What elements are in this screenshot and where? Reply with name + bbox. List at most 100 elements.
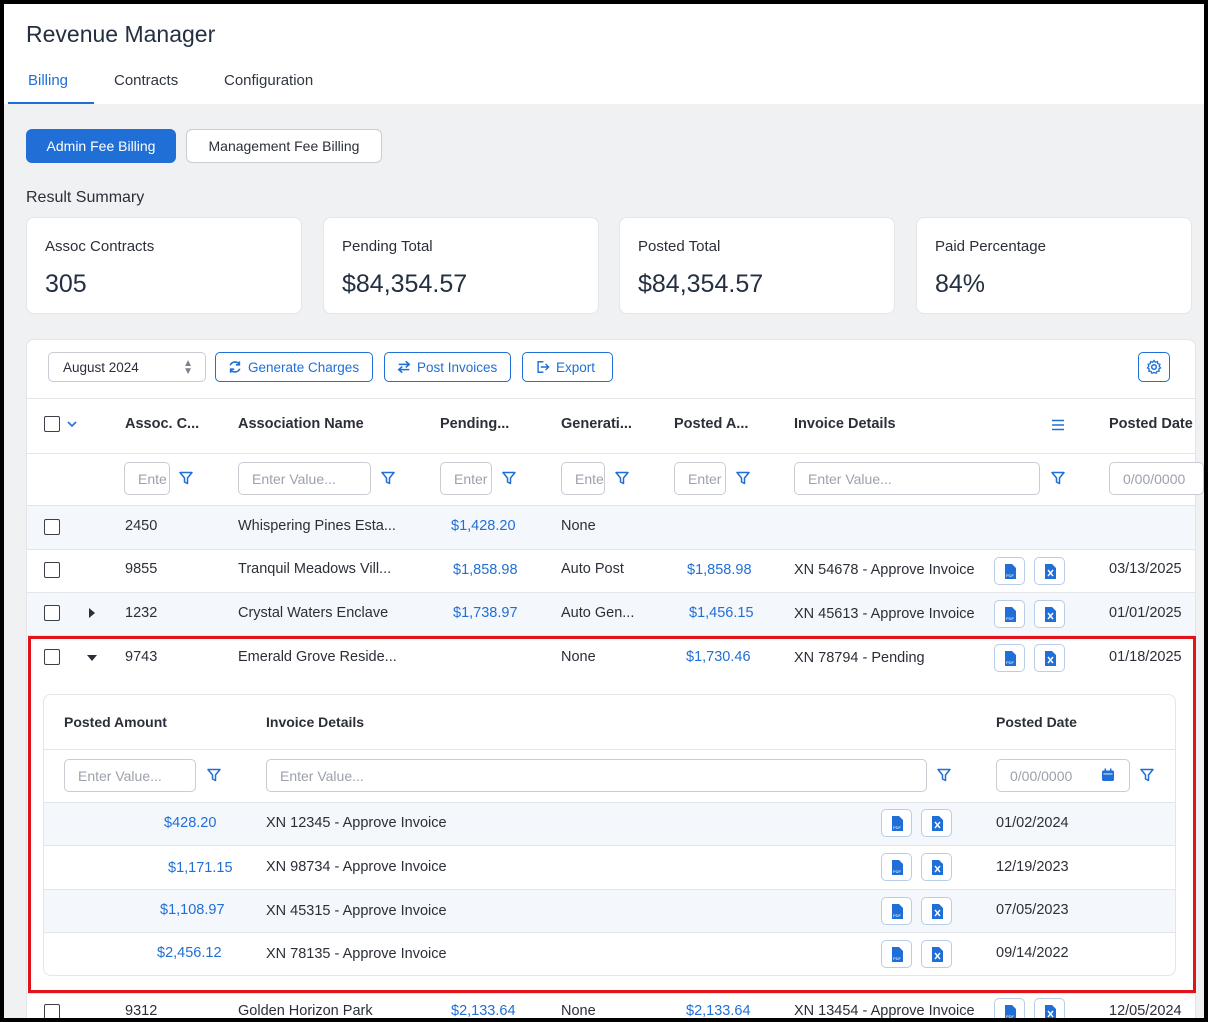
excel-button[interactable]	[1034, 600, 1065, 628]
posted-amount-link[interactable]: $2,133.64	[686, 1003, 751, 1018]
pdf-button[interactable]: PDF	[881, 940, 912, 968]
tab-billing[interactable]: Billing	[28, 72, 69, 89]
excel-button[interactable]	[921, 853, 952, 881]
select-all-checkbox[interactable]	[44, 416, 60, 432]
filter-icon[interactable]	[735, 470, 751, 486]
menu-icon[interactable]	[1050, 417, 1066, 433]
column-header-generation[interactable]: Generati...	[561, 416, 632, 432]
assoc-code-cell: 2450	[125, 518, 158, 534]
svg-text:PDF: PDF	[893, 825, 902, 830]
management-fee-billing-button[interactable]: Management Fee Billing	[186, 129, 382, 163]
excel-button[interactable]	[1034, 557, 1065, 585]
column-header-pending[interactable]: Pending...	[440, 416, 510, 432]
detail-posted-date-cell: 07/05/2023	[996, 902, 1069, 918]
detail-filter-posted-date-input[interactable]: 0/00/0000	[996, 759, 1130, 792]
chevron-down-icon[interactable]	[66, 416, 78, 432]
column-header-posted-date[interactable]: Posted Date	[1109, 416, 1193, 432]
detail-table-row[interactable]	[44, 803, 1175, 845]
pdf-button[interactable]: PDF	[994, 998, 1025, 1018]
pdf-button[interactable]: PDF	[994, 600, 1025, 628]
posted-date-cell: 12/05/2024	[1109, 1003, 1182, 1018]
pdf-button[interactable]: PDF	[881, 809, 912, 837]
column-header-posted-amount[interactable]: Posted A...	[674, 416, 749, 432]
divider	[27, 592, 1195, 593]
generation-cell: None	[561, 1003, 596, 1018]
calendar-icon[interactable]	[1101, 768, 1115, 782]
filter-icon[interactable]	[206, 767, 222, 783]
filter-assoc-code-input[interactable]: Ente	[124, 462, 170, 495]
detail-column-header-posted-amount[interactable]: Posted Amount	[64, 714, 167, 730]
row-checkbox[interactable]	[44, 562, 60, 578]
posted-amount-link[interactable]: $1,858.98	[687, 562, 752, 578]
pdf-file-icon: PDF	[891, 815, 903, 831]
generation-cell: None	[561, 649, 596, 665]
detail-posted-amount-link[interactable]: $2,456.12	[157, 945, 222, 961]
detail-invoice-details-cell: XN 45315 - Approve Invoice	[266, 903, 447, 919]
filter-icon[interactable]	[178, 470, 194, 486]
grid-settings-button[interactable]	[1138, 352, 1170, 382]
column-header-invoice-details[interactable]: Invoice Details	[794, 416, 896, 432]
excel-file-icon	[931, 815, 943, 831]
filter-pending-input[interactable]: Enter	[440, 462, 492, 495]
pending-amount-link[interactable]: $2,133.64	[451, 1003, 516, 1018]
posted-amount-link[interactable]: $1,456.15	[689, 605, 754, 621]
excel-button[interactable]	[921, 940, 952, 968]
detail-posted-amount-link[interactable]: $428.20	[164, 815, 217, 831]
filter-icon[interactable]	[614, 470, 630, 486]
excel-button[interactable]	[921, 897, 952, 925]
row-checkbox[interactable]	[44, 649, 60, 665]
card-value: $84,354.57	[342, 270, 468, 298]
detail-posted-date-cell: 09/14/2022	[996, 945, 1069, 961]
column-header-association-name[interactable]: Association Name	[238, 416, 364, 432]
detail-filter-invoice-details-input[interactable]: Enter Value...	[266, 759, 927, 792]
filter-generation-input[interactable]: Ente	[561, 462, 605, 495]
sync-icon	[229, 361, 241, 373]
pdf-button[interactable]: PDF	[881, 853, 912, 881]
filter-icon[interactable]	[380, 470, 396, 486]
filter-posted-date-input[interactable]: 0/00/0000	[1109, 462, 1204, 495]
filter-icon[interactable]	[936, 767, 952, 783]
detail-posted-amount-link[interactable]: $1,108.97	[160, 902, 225, 918]
filter-association-name-input[interactable]: Enter Value...	[238, 462, 371, 495]
pdf-button[interactable]: PDF	[994, 644, 1025, 672]
detail-filter-posted-amount-input[interactable]: Enter Value...	[64, 759, 196, 792]
excel-button[interactable]	[921, 809, 952, 837]
excel-button[interactable]	[1034, 644, 1065, 672]
month-select[interactable]: August 2024 ▲ ▼	[48, 352, 206, 382]
generate-charges-button[interactable]: Generate Charges	[215, 352, 373, 382]
pdf-button[interactable]: PDF	[881, 897, 912, 925]
row-checkbox[interactable]	[44, 605, 60, 621]
pdf-button[interactable]: PDF	[994, 557, 1025, 585]
detail-posted-amount-link[interactable]: $1,171.15	[168, 860, 233, 876]
filter-invoice-details-input[interactable]: Enter Value...	[794, 462, 1040, 495]
divider	[27, 635, 1195, 636]
tab-configuration[interactable]: Configuration	[224, 72, 314, 89]
filter-icon[interactable]	[501, 470, 517, 486]
filter-posted-amount-input[interactable]: Enter	[674, 462, 726, 495]
pending-amount-link[interactable]: $1,428.20	[451, 518, 516, 534]
filter-icon[interactable]	[1139, 767, 1155, 783]
row-checkbox[interactable]	[44, 519, 60, 535]
card-value: $84,354.57	[638, 270, 764, 298]
detail-table-row[interactable]	[44, 890, 1175, 932]
detail-column-header-invoice-details[interactable]: Invoice Details	[266, 714, 365, 730]
table-row[interactable]	[27, 506, 1195, 549]
posted-date-cell: 01/18/2025	[1109, 649, 1182, 665]
pending-amount-link[interactable]: $1,738.97	[453, 605, 518, 621]
excel-button[interactable]	[1034, 998, 1065, 1018]
filter-icon[interactable]	[1050, 470, 1066, 486]
detail-column-header-posted-date[interactable]: Posted Date	[996, 714, 1077, 730]
post-invoices-button[interactable]: Post Invoices	[384, 352, 511, 382]
pending-amount-link[interactable]: $1,858.98	[453, 562, 518, 578]
admin-fee-billing-button[interactable]: Admin Fee Billing	[26, 129, 176, 163]
month-select-value: August 2024	[63, 359, 139, 375]
pdf-file-icon: PDF	[1004, 1004, 1016, 1018]
caret-right-icon[interactable]	[88, 607, 96, 619]
export-button[interactable]: Export	[522, 352, 613, 382]
column-header-assoc-code[interactable]: Assoc. C...	[125, 416, 200, 432]
row-checkbox[interactable]	[44, 1004, 60, 1018]
divider	[44, 845, 1175, 846]
caret-down-icon[interactable]	[86, 654, 98, 662]
tab-contracts[interactable]: Contracts	[114, 72, 179, 89]
posted-amount-link[interactable]: $1,730.46	[686, 649, 751, 665]
